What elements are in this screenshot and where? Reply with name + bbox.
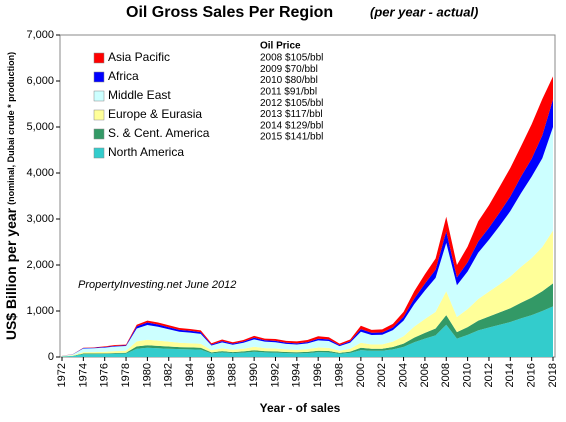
legend-swatch <box>93 90 105 102</box>
x-tick-label: 1986 <box>205 363 217 387</box>
y-tick-label: 0 <box>48 351 54 363</box>
area <box>62 127 553 357</box>
price-line: 2014 $129/bbl <box>260 120 323 131</box>
y-axis-label: US$ Billion per year (nominal, Dubai cru… <box>3 52 19 340</box>
legend-swatch <box>93 147 105 159</box>
price-line: 2013 $117/bbl <box>260 109 323 120</box>
legend-label: S. & Cent. America <box>108 126 210 140</box>
y-tick-label: 3,000 <box>26 213 54 225</box>
chart-subtitle: (per year - actual) <box>370 4 478 19</box>
price-line: 2008 $105/bbl <box>260 53 323 64</box>
price-line: 2015 $141/bbl <box>260 132 323 143</box>
legend-swatch <box>93 128 105 140</box>
price-line: 2010 $80/bbl <box>260 75 318 86</box>
x-tick-label: 2014 <box>504 363 516 387</box>
price-line: 2009 $70/bbl <box>260 64 318 75</box>
y-tick-label: 4,000 <box>26 167 54 179</box>
x-tick-label: 2006 <box>419 363 431 387</box>
y-axis-label-note: (nominal, Dubai crude * production) <box>6 52 16 205</box>
y-tick-label: 6,000 <box>26 75 54 87</box>
x-tick-label: 1976 <box>99 363 111 387</box>
legend-swatch <box>93 71 105 83</box>
price-title: Oil Price <box>260 41 301 52</box>
x-tick-label: 2008 <box>440 363 452 387</box>
legend-label: Africa <box>108 69 139 83</box>
price-line: 2012 $105/bbl <box>260 98 323 109</box>
x-tick-label: 1990 <box>248 363 260 387</box>
y-axis-label-main: US$ Billion per year <box>3 207 19 340</box>
x-tick-label: 1978 <box>120 363 132 387</box>
legend-label: Middle East <box>108 88 171 102</box>
price-line: 2011 $91/bbl <box>260 87 317 98</box>
legend-label: Asia Pacific <box>108 50 170 64</box>
chart-title: Oil Gross Sales Per Region <box>126 4 333 21</box>
x-tick-label: 1998 <box>333 363 345 387</box>
x-tick-label: 1992 <box>269 363 281 387</box>
legend-label: Europe & Eurasia <box>108 107 202 121</box>
x-tick-label: 2000 <box>355 363 367 387</box>
y-tick-label: 7,000 <box>26 29 54 41</box>
legend-swatch <box>93 52 105 64</box>
x-tick-label: 1972 <box>56 363 68 387</box>
x-tick-label: 1974 <box>77 363 89 387</box>
x-tick-label: 1984 <box>184 363 196 387</box>
x-tick-label: 2004 <box>397 363 409 387</box>
x-tick-label: 1996 <box>312 363 324 387</box>
x-axis-label: Year - of sales <box>260 401 341 415</box>
x-tick-label: 1980 <box>141 363 153 387</box>
x-tick-label: 2012 <box>483 363 495 387</box>
x-tick-label: 2016 <box>526 363 538 387</box>
area <box>62 306 553 357</box>
area <box>62 230 553 357</box>
y-tick-label: 1,000 <box>26 305 54 317</box>
x-tick-label: 1994 <box>291 363 303 387</box>
x-tick-label: 2018 <box>547 363 559 387</box>
x-tick-label: 2002 <box>376 363 388 387</box>
legend-label: North America <box>108 145 184 159</box>
y-tick-label: 5,000 <box>26 121 54 133</box>
y-tick-label: 2,000 <box>26 259 54 271</box>
source-note: PropertyInvesting.net June 2012 <box>78 279 236 291</box>
x-tick-label: 2010 <box>462 363 474 387</box>
x-tick-label: 1982 <box>163 363 175 387</box>
legend-swatch <box>93 109 105 121</box>
x-tick-label: 1988 <box>227 363 239 387</box>
